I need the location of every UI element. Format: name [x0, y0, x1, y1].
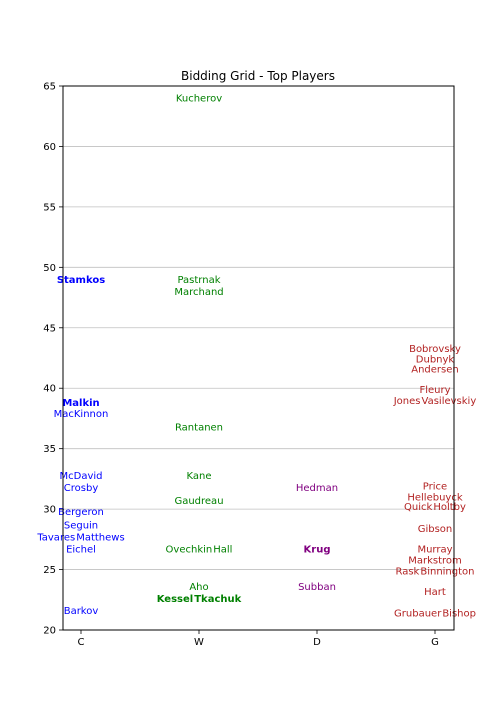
- player-label: Hall: [213, 545, 232, 556]
- gridlines: [63, 85, 454, 631]
- player-label: Eichel: [66, 545, 96, 556]
- player-label: Price: [423, 482, 447, 493]
- y-tick-label: 60: [43, 142, 56, 153]
- player-label: Subban: [298, 582, 336, 593]
- player-label: Bobrovsky: [409, 344, 461, 355]
- player-label: Tkachuk: [194, 594, 241, 605]
- plot-frame: [62, 85, 455, 631]
- player-label: Aho: [189, 582, 208, 593]
- y-tick-label: 45: [43, 323, 56, 334]
- player-label: Bergeron: [58, 507, 104, 518]
- x-tick-label: W: [194, 637, 204, 648]
- y-tick-label: 30: [43, 505, 56, 516]
- player-label: Seguin: [64, 520, 98, 531]
- x-tick-label: G: [431, 637, 439, 648]
- player-label: Malkin: [62, 398, 99, 409]
- player-label: Hellebuyck: [407, 493, 462, 504]
- player-label: Rantanen: [175, 422, 223, 433]
- y-tick-label: 40: [43, 384, 56, 395]
- player-label: Stamkos: [57, 275, 105, 286]
- player-label: Gaudreau: [174, 496, 223, 507]
- player-label: Barkov: [64, 606, 99, 617]
- player-label: Pastrnak: [177, 275, 220, 286]
- player-label: Krug: [304, 545, 331, 556]
- player-label: Binnington: [420, 566, 474, 577]
- player-label: Marchand: [174, 287, 223, 298]
- player-label: Hart: [424, 587, 446, 598]
- player-label: Crosby: [64, 483, 99, 494]
- y-tick-label: 20: [43, 626, 56, 637]
- x-tick-label: D: [313, 637, 321, 648]
- player-label: Gibson: [418, 524, 453, 535]
- player-label: Vasilevskiy: [422, 396, 477, 407]
- x-tick-label: C: [78, 637, 85, 648]
- player-label: Matthews: [76, 532, 124, 543]
- y-tick-label: 65: [43, 82, 56, 93]
- player-label: Bishop: [442, 609, 476, 620]
- y-tick-label: 55: [43, 202, 56, 213]
- player-label: Murray: [417, 545, 452, 556]
- player-label: Jones: [393, 396, 421, 407]
- chart-title: Bidding Grid - Top Players: [181, 69, 335, 83]
- player-label: Kane: [187, 471, 212, 482]
- player-label: Grubauer: [394, 609, 442, 620]
- player-label: McDavid: [60, 471, 103, 482]
- player-label: Fleury: [419, 385, 450, 396]
- player-label: Andersen: [411, 364, 459, 375]
- player-label: Quick: [404, 502, 432, 513]
- player-label: Markstrom: [408, 555, 462, 566]
- y-tick-label: 50: [43, 263, 56, 274]
- player-label: Hedman: [296, 483, 338, 494]
- player-label: Kucherov: [176, 94, 222, 105]
- player-label: Rask: [395, 566, 419, 577]
- player-label: MacKinnon: [54, 409, 109, 420]
- player-label: Ovechkin: [166, 545, 213, 556]
- y-axis-ticks: 20 25 30 35 40 45 50 55 60 65: [43, 82, 63, 637]
- player-label: Kessel: [157, 594, 193, 605]
- player-label: Dubnyk: [416, 355, 455, 366]
- player-label: Tavares: [36, 532, 75, 543]
- y-tick-label: 35: [43, 444, 56, 455]
- y-tick-label: 25: [43, 565, 56, 576]
- player-label: Holtby: [433, 502, 466, 513]
